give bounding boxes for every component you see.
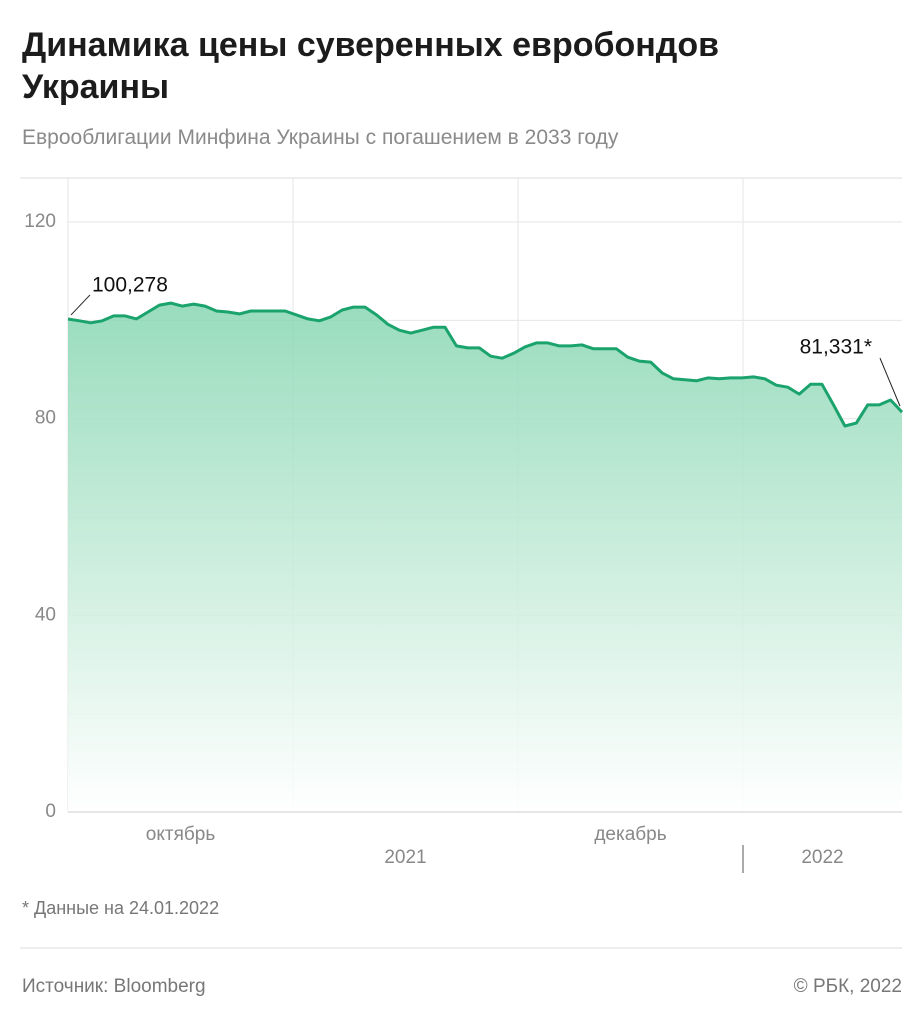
y-tick-label: 80 bbox=[35, 408, 56, 429]
y-tick-label: 0 bbox=[45, 801, 56, 822]
line bbox=[67, 301, 904, 428]
source: Источник: Bloomberg bbox=[22, 976, 206, 997]
y-tick-label: 120 bbox=[24, 211, 56, 232]
subtitle: Еврооблигации Минфина Украины с погашени… bbox=[22, 126, 619, 149]
value-label: 100,278 bbox=[92, 274, 168, 297]
year-label: 2022 bbox=[801, 847, 843, 868]
area bbox=[68, 303, 902, 812]
value-label: 81,331* bbox=[800, 336, 872, 359]
x-tick-label: декабрь bbox=[594, 824, 666, 845]
chart-title: Динамика цены суверенных евробондов Укра… bbox=[22, 26, 720, 106]
year-label: 2021 bbox=[384, 847, 426, 868]
y-tick-label: 40 bbox=[35, 604, 56, 625]
footnote: * Данные на 24.01.2022 bbox=[22, 898, 220, 918]
leader-line bbox=[70, 294, 91, 316]
x-tick-label: октябрь bbox=[146, 824, 216, 845]
leader-line bbox=[879, 357, 901, 407]
copyright: © РБК, 2022 bbox=[793, 976, 902, 997]
